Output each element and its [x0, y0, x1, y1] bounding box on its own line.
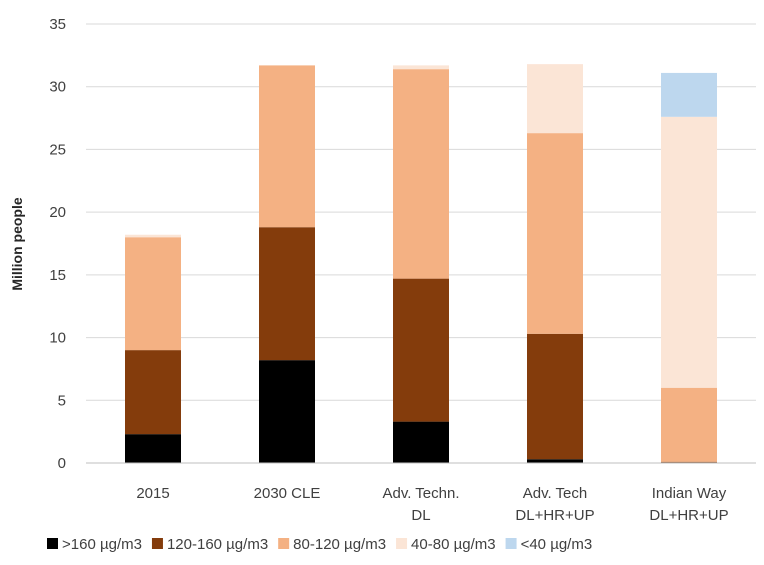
axes: 0 5 10 15 20 25 30 35 2015 2030 CLE Adv. Techn. DL A…	[49, 16, 756, 524]
legend-swatch	[278, 538, 290, 549]
bar-segment	[125, 237, 181, 351]
x-tick-label: 2015	[136, 485, 169, 502]
legend-label: 80-120 µg/m3	[293, 536, 386, 553]
bar-segment	[259, 360, 315, 463]
y-tick-label: 25	[49, 141, 66, 158]
y-axis-label: Million people	[9, 197, 25, 291]
legend-swatch	[151, 538, 163, 549]
y-tick-label: 5	[58, 392, 66, 409]
legend-label: <40 µg/m3	[521, 536, 593, 553]
x-tick-label: Adv. Techn.	[383, 485, 460, 502]
bars	[125, 64, 717, 463]
bar-segment	[393, 421, 449, 463]
bar-segment	[527, 459, 583, 463]
bar-segment	[527, 333, 583, 460]
y-tick-label: 30	[49, 79, 66, 96]
x-tick-label: DL+HR+UP	[649, 507, 728, 524]
bar-segment	[125, 234, 181, 238]
x-tick-label: DL	[411, 507, 430, 524]
x-tick-label: 2030 CLE	[254, 485, 321, 502]
legend-swatch	[505, 538, 517, 549]
bar-segment	[393, 69, 449, 279]
legend-label: 120-160 µg/m3	[167, 536, 268, 553]
bar-segment	[527, 64, 583, 134]
bar-segment	[125, 434, 181, 463]
bar-segment	[393, 65, 449, 70]
y-tick-label: 0	[58, 455, 66, 472]
legend-label: >160 µg/m3	[62, 536, 142, 553]
legend-swatch	[396, 538, 408, 549]
legend-swatch	[47, 538, 58, 549]
x-tick-label: Indian Way	[652, 485, 727, 502]
legend-label: 40-80 µg/m3	[411, 536, 496, 553]
legend: >160 µg/m3 120-160 µg/m3 80-120 µg/m3 40-80…	[47, 536, 592, 553]
y-tick-label: 15	[49, 267, 66, 284]
x-tick-label: DL+HR+UP	[515, 507, 594, 524]
bar-segment	[259, 65, 315, 228]
y-tick-label: 35	[49, 16, 66, 33]
x-tick-label: Adv. Tech	[523, 485, 587, 502]
bar-segment	[661, 72, 717, 117]
bar-segment	[527, 133, 583, 334]
y-tick-label: 20	[49, 204, 66, 221]
bar-segment	[393, 278, 449, 422]
bar-segment	[661, 387, 717, 462]
bar-segment	[661, 116, 717, 388]
y-tick-label: 10	[49, 330, 66, 347]
bar-segment	[259, 227, 315, 361]
bar-segment	[661, 461, 717, 463]
bar-segment	[125, 350, 181, 435]
